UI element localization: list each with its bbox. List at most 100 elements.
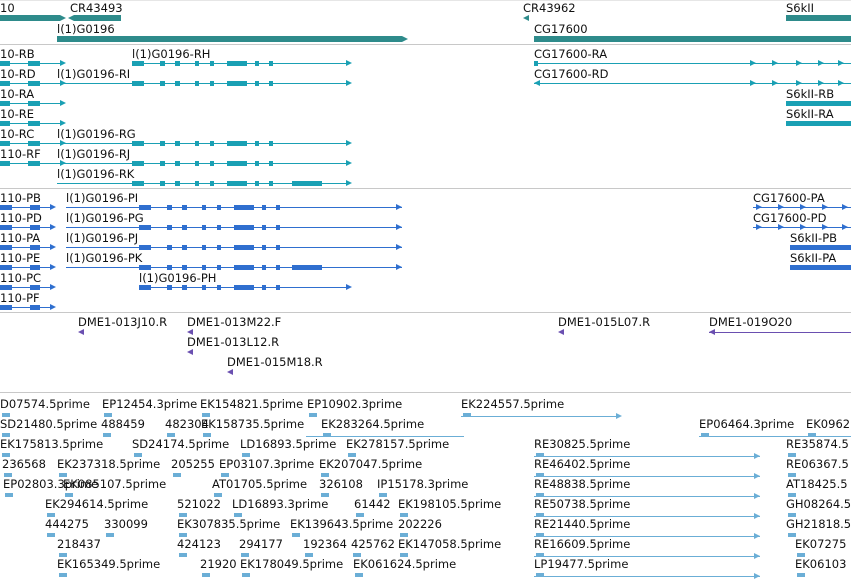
est-label[interactable]: EK198105.5prime [398, 497, 502, 511]
transcript-label[interactable]: 10-RA [0, 87, 35, 101]
est-label[interactable]: 61442 [354, 497, 391, 511]
est-label[interactable]: 326108 [319, 477, 363, 491]
est-label[interactable]: EK237318.5prime [57, 457, 161, 471]
est-label[interactable]: IP15178.3prime [377, 477, 469, 491]
est-label[interactable]: RE21440.5prime [534, 517, 631, 531]
est-label[interactable]: 294177 [239, 537, 283, 551]
est-label[interactable]: 205255 [171, 457, 215, 471]
transcript-label[interactable]: 110-PF [0, 291, 40, 305]
est-label[interactable]: 330099 [104, 517, 148, 531]
est-label[interactable]: RE06367.5 [786, 457, 849, 471]
est-label[interactable]: AT01705.5prime [212, 477, 308, 491]
est-label[interactable]: RE35874.5 [786, 437, 849, 451]
gene-label[interactable]: 10 [0, 1, 15, 15]
est-label[interactable]: EK224557.5prime [461, 397, 565, 411]
transcript-label[interactable]: S6kII-PB [790, 231, 838, 245]
transcript-label[interactable]: l(1)G0196-PI [66, 191, 139, 205]
transcript-label[interactable]: l(1)G0196-PH [139, 271, 217, 285]
est-label[interactable]: EP02803.3prime [3, 477, 99, 491]
est-label[interactable]: EK165349.5prime [57, 557, 161, 571]
est-label[interactable]: LD16893.5prime [240, 437, 337, 451]
est-label[interactable]: 488459 [101, 417, 145, 431]
est-label[interactable]: 21920 [200, 557, 237, 571]
transcript-label[interactable]: l(1)G0196-RK [57, 167, 135, 181]
gene-label[interactable]: CR43962 [523, 1, 576, 15]
est-label[interactable]: SD21480.5prime [0, 417, 98, 431]
transcript-label[interactable]: 110-RF [0, 147, 41, 161]
gene-label[interactable]: l(1)G0196 [57, 22, 115, 36]
est-label[interactable]: 424123 [177, 537, 221, 551]
est-label[interactable]: RE46402.5prime [534, 457, 631, 471]
est-label[interactable]: EK139643.5prime [290, 517, 394, 531]
transcript-label[interactable]: CG17600-RD [534, 67, 609, 81]
est-label[interactable]: EP03107.3prime [219, 457, 315, 471]
est-label[interactable]: RE48838.5prime [534, 477, 631, 491]
transcript-label[interactable]: CG17600-PD [753, 211, 827, 225]
est-label[interactable]: D07574.5prime [0, 397, 90, 411]
est-label[interactable]: EK154821.5prime [200, 397, 304, 411]
est-label[interactable]: 444275 [45, 517, 89, 531]
transcript-label[interactable]: l(1)G0196-RJ [57, 147, 131, 161]
est-label[interactable]: EK175813.5prime [0, 437, 104, 451]
transcript-label[interactable]: 10-RD [0, 67, 36, 81]
est-label[interactable]: EK283264.5prime [321, 417, 425, 431]
est-label[interactable]: LD16893.3prime [232, 497, 329, 511]
transcript-label[interactable]: 110-PD [0, 211, 42, 225]
est-label[interactable]: EP06464.3prime [699, 417, 795, 431]
transcript-label[interactable]: l(1)G0196-RG [57, 127, 136, 141]
est-label[interactable]: EP12454.3prime [102, 397, 198, 411]
clone-label[interactable]: DME1-015M18.R [227, 355, 323, 369]
transcript-label[interactable]: S6kII-RB [786, 87, 835, 101]
est-label[interactable]: AT18425.5 [786, 477, 848, 491]
est-label[interactable]: 521022 [177, 497, 221, 511]
est-label[interactable]: SD24174.5prime [132, 437, 230, 451]
est-label[interactable]: RE30825.5prime [534, 437, 631, 451]
est-label[interactable]: EK278157.5prime [346, 437, 450, 451]
transcript-label[interactable]: CG17600-PA [753, 191, 825, 205]
est-label[interactable]: 192364 [303, 537, 347, 551]
transcript-label[interactable]: l(1)G0196-RI [57, 67, 131, 81]
transcript-label[interactable]: S6kII-RA [786, 107, 834, 121]
est-label[interactable]: EK061624.5prime [353, 557, 457, 571]
est-label[interactable]: EK0962 [806, 417, 851, 431]
transcript-label[interactable]: 10-RC [0, 127, 35, 141]
est-label[interactable]: GH08264.5 [786, 497, 851, 511]
transcript-label[interactable]: l(1)G0196-RH [132, 47, 211, 61]
clone-label[interactable]: DME1-013M22.F [187, 315, 282, 329]
est-label[interactable]: RE50738.5prime [534, 497, 631, 511]
est-label[interactable]: 236568 [2, 457, 46, 471]
transcript-label[interactable]: 110-PB [0, 191, 41, 205]
est-label[interactable]: EK294614.5prime [45, 497, 149, 511]
est-label[interactable]: EK158735.5prime [201, 417, 305, 431]
transcript-label[interactable]: l(1)G0196-PK [66, 251, 143, 265]
clone-label[interactable]: DME1-019O20 [709, 315, 793, 329]
transcript-label[interactable]: 10-RB [0, 47, 35, 61]
est-label[interactable]: LP19477.5prime [534, 557, 629, 571]
est-label[interactable]: EK147058.5prime [398, 537, 502, 551]
est-label[interactable]: 482304 [165, 417, 209, 431]
est-label[interactable]: EK307835.5prime [177, 517, 281, 531]
transcript-label[interactable]: 10-RE [0, 107, 35, 121]
est-label[interactable]: EK207047.5prime [319, 457, 423, 471]
gene-label[interactable]: CG17600 [534, 22, 588, 36]
est-label[interactable]: GH21818.5 [786, 517, 851, 531]
clone-label[interactable]: DME1-013J10.R [78, 315, 168, 329]
est-label[interactable]: EP10902.3prime [307, 397, 403, 411]
transcript-label[interactable]: l(1)G0196-PG [66, 211, 144, 225]
transcript-label[interactable]: 110-PA [0, 231, 41, 245]
gene-label[interactable]: CR43493 [70, 1, 123, 15]
gene-label[interactable]: S6kII [786, 1, 815, 15]
est-label[interactable]: 218437 [57, 537, 101, 551]
transcript-label[interactable]: l(1)G0196-PJ [66, 231, 139, 245]
est-label[interactable]: 202226 [398, 517, 442, 531]
transcript-label[interactable]: S6kII-PA [790, 251, 837, 265]
est-label[interactable]: EK07275 [795, 537, 847, 551]
est-label[interactable]: EK085107.5prime [63, 477, 167, 491]
est-label[interactable]: EK06103 [795, 557, 847, 571]
est-label[interactable]: EK178049.5prime [240, 557, 344, 571]
clone-label[interactable]: DME1-013L12.R [187, 335, 280, 349]
transcript-label[interactable]: 110-PE [0, 251, 41, 265]
est-label[interactable]: RE16609.5prime [534, 537, 631, 551]
transcript-label[interactable]: 110-PC [0, 271, 42, 285]
clone-label[interactable]: DME1-015L07.R [558, 315, 651, 329]
